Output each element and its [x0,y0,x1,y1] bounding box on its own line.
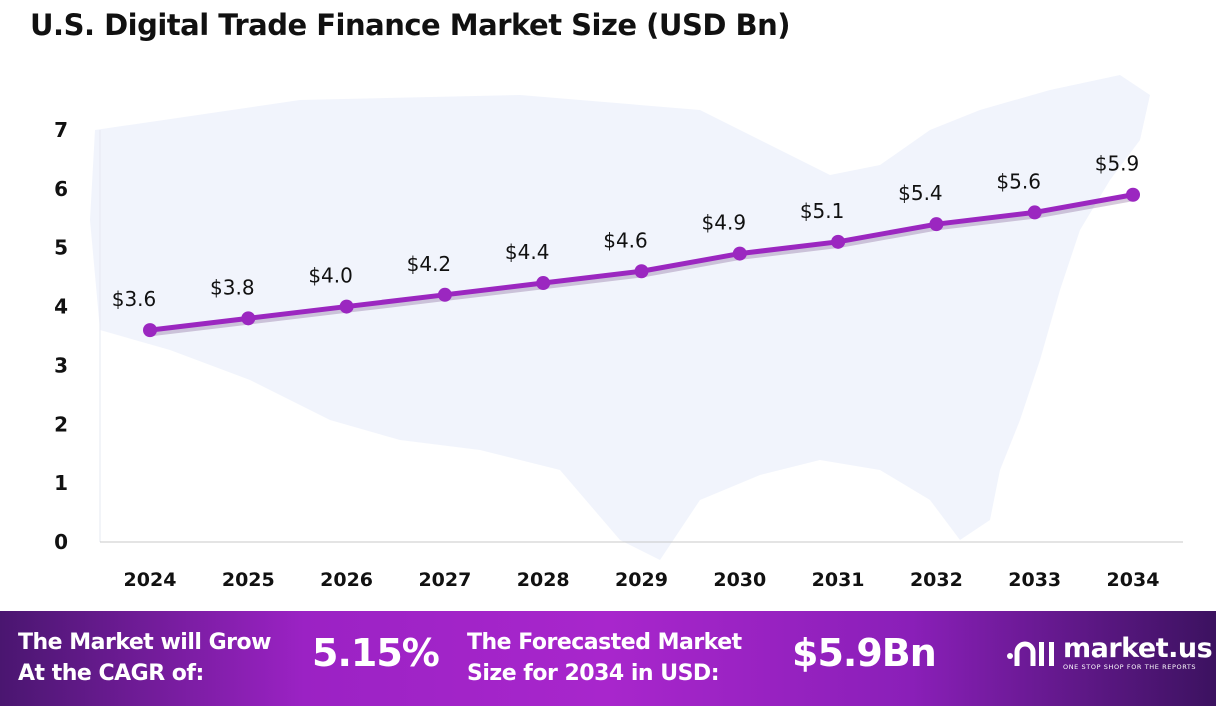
cagr-value: 5.15% [312,631,440,675]
data-label: $5.4 [898,181,943,205]
data-point [339,299,354,314]
x-tick-label: 2028 [517,569,570,591]
cagr-label-line2: At the CAGR of: [18,661,204,686]
data-label: $5.6 [996,169,1041,193]
y-tick-label: 5 [54,236,68,260]
summary-banner: The Market will Grow At the CAGR of: 5.1… [0,611,1216,706]
y-tick-label: 4 [54,295,68,319]
data-label: $4.4 [505,240,550,264]
x-tick-label: 2033 [1008,569,1061,591]
y-tick-label: 3 [54,353,68,377]
forecast-label-line2: Size for 2034 in USD: [467,661,719,686]
forecast-label-line1: The Forecasted Market [467,630,742,655]
data-point [536,276,551,291]
data-point [1126,187,1140,202]
market-us-logo-icon [1007,641,1054,666]
y-tick-label: 1 [54,471,68,495]
data-point [241,311,256,326]
data-label: $4.6 [603,228,648,252]
x-tick-label: 2026 [320,569,373,591]
data-label: $4.2 [407,252,452,276]
data-label: $4.9 [702,211,747,235]
y-tick-label: 7 [54,118,68,142]
logo-tagline: ONE STOP SHOP FOR THE REPORTS [1063,663,1197,671]
x-tick-label: 2029 [615,569,668,591]
x-tick-label: 2030 [713,569,766,591]
line-chart: 0 1 2 3 4 5 6 7 2024 2025 2026 2027 2028 2029 2030 203… [54,75,1183,591]
x-tick-label: 2034 [1107,569,1160,591]
y-tick-label: 2 [54,412,68,436]
y-tick-label: 6 [54,177,68,201]
cagr-label-line1: The Market will Grow [18,630,271,655]
us-map-background [90,75,1150,560]
forecast-value: $5.9Bn [792,631,937,675]
data-label: $4.0 [308,264,353,288]
data-label: $3.6 [112,287,157,311]
x-tick-label: 2032 [910,569,963,591]
x-tick-label: 2031 [812,569,865,591]
data-label: $5.9 [1095,152,1140,176]
logo-name: market.us [1063,633,1213,664]
data-point [437,287,452,302]
data-label: $5.1 [800,199,845,223]
chart-title: U.S. Digital Trade Finance Market Size (… [30,8,791,42]
data-point [831,234,846,249]
data-point [732,246,747,261]
data-point [929,217,944,232]
market-us-logo: market.us ONE STOP SHOP FOR THE REPORTS [1005,633,1213,671]
data-label: $3.8 [210,275,255,299]
x-tick-label: 2027 [418,569,471,591]
y-tick-label: 0 [54,530,68,554]
data-point [143,323,157,338]
x-tick-label: 2025 [222,569,275,591]
data-point [634,264,649,279]
data-point [1027,205,1042,220]
x-tick-label: 2024 [124,569,177,591]
